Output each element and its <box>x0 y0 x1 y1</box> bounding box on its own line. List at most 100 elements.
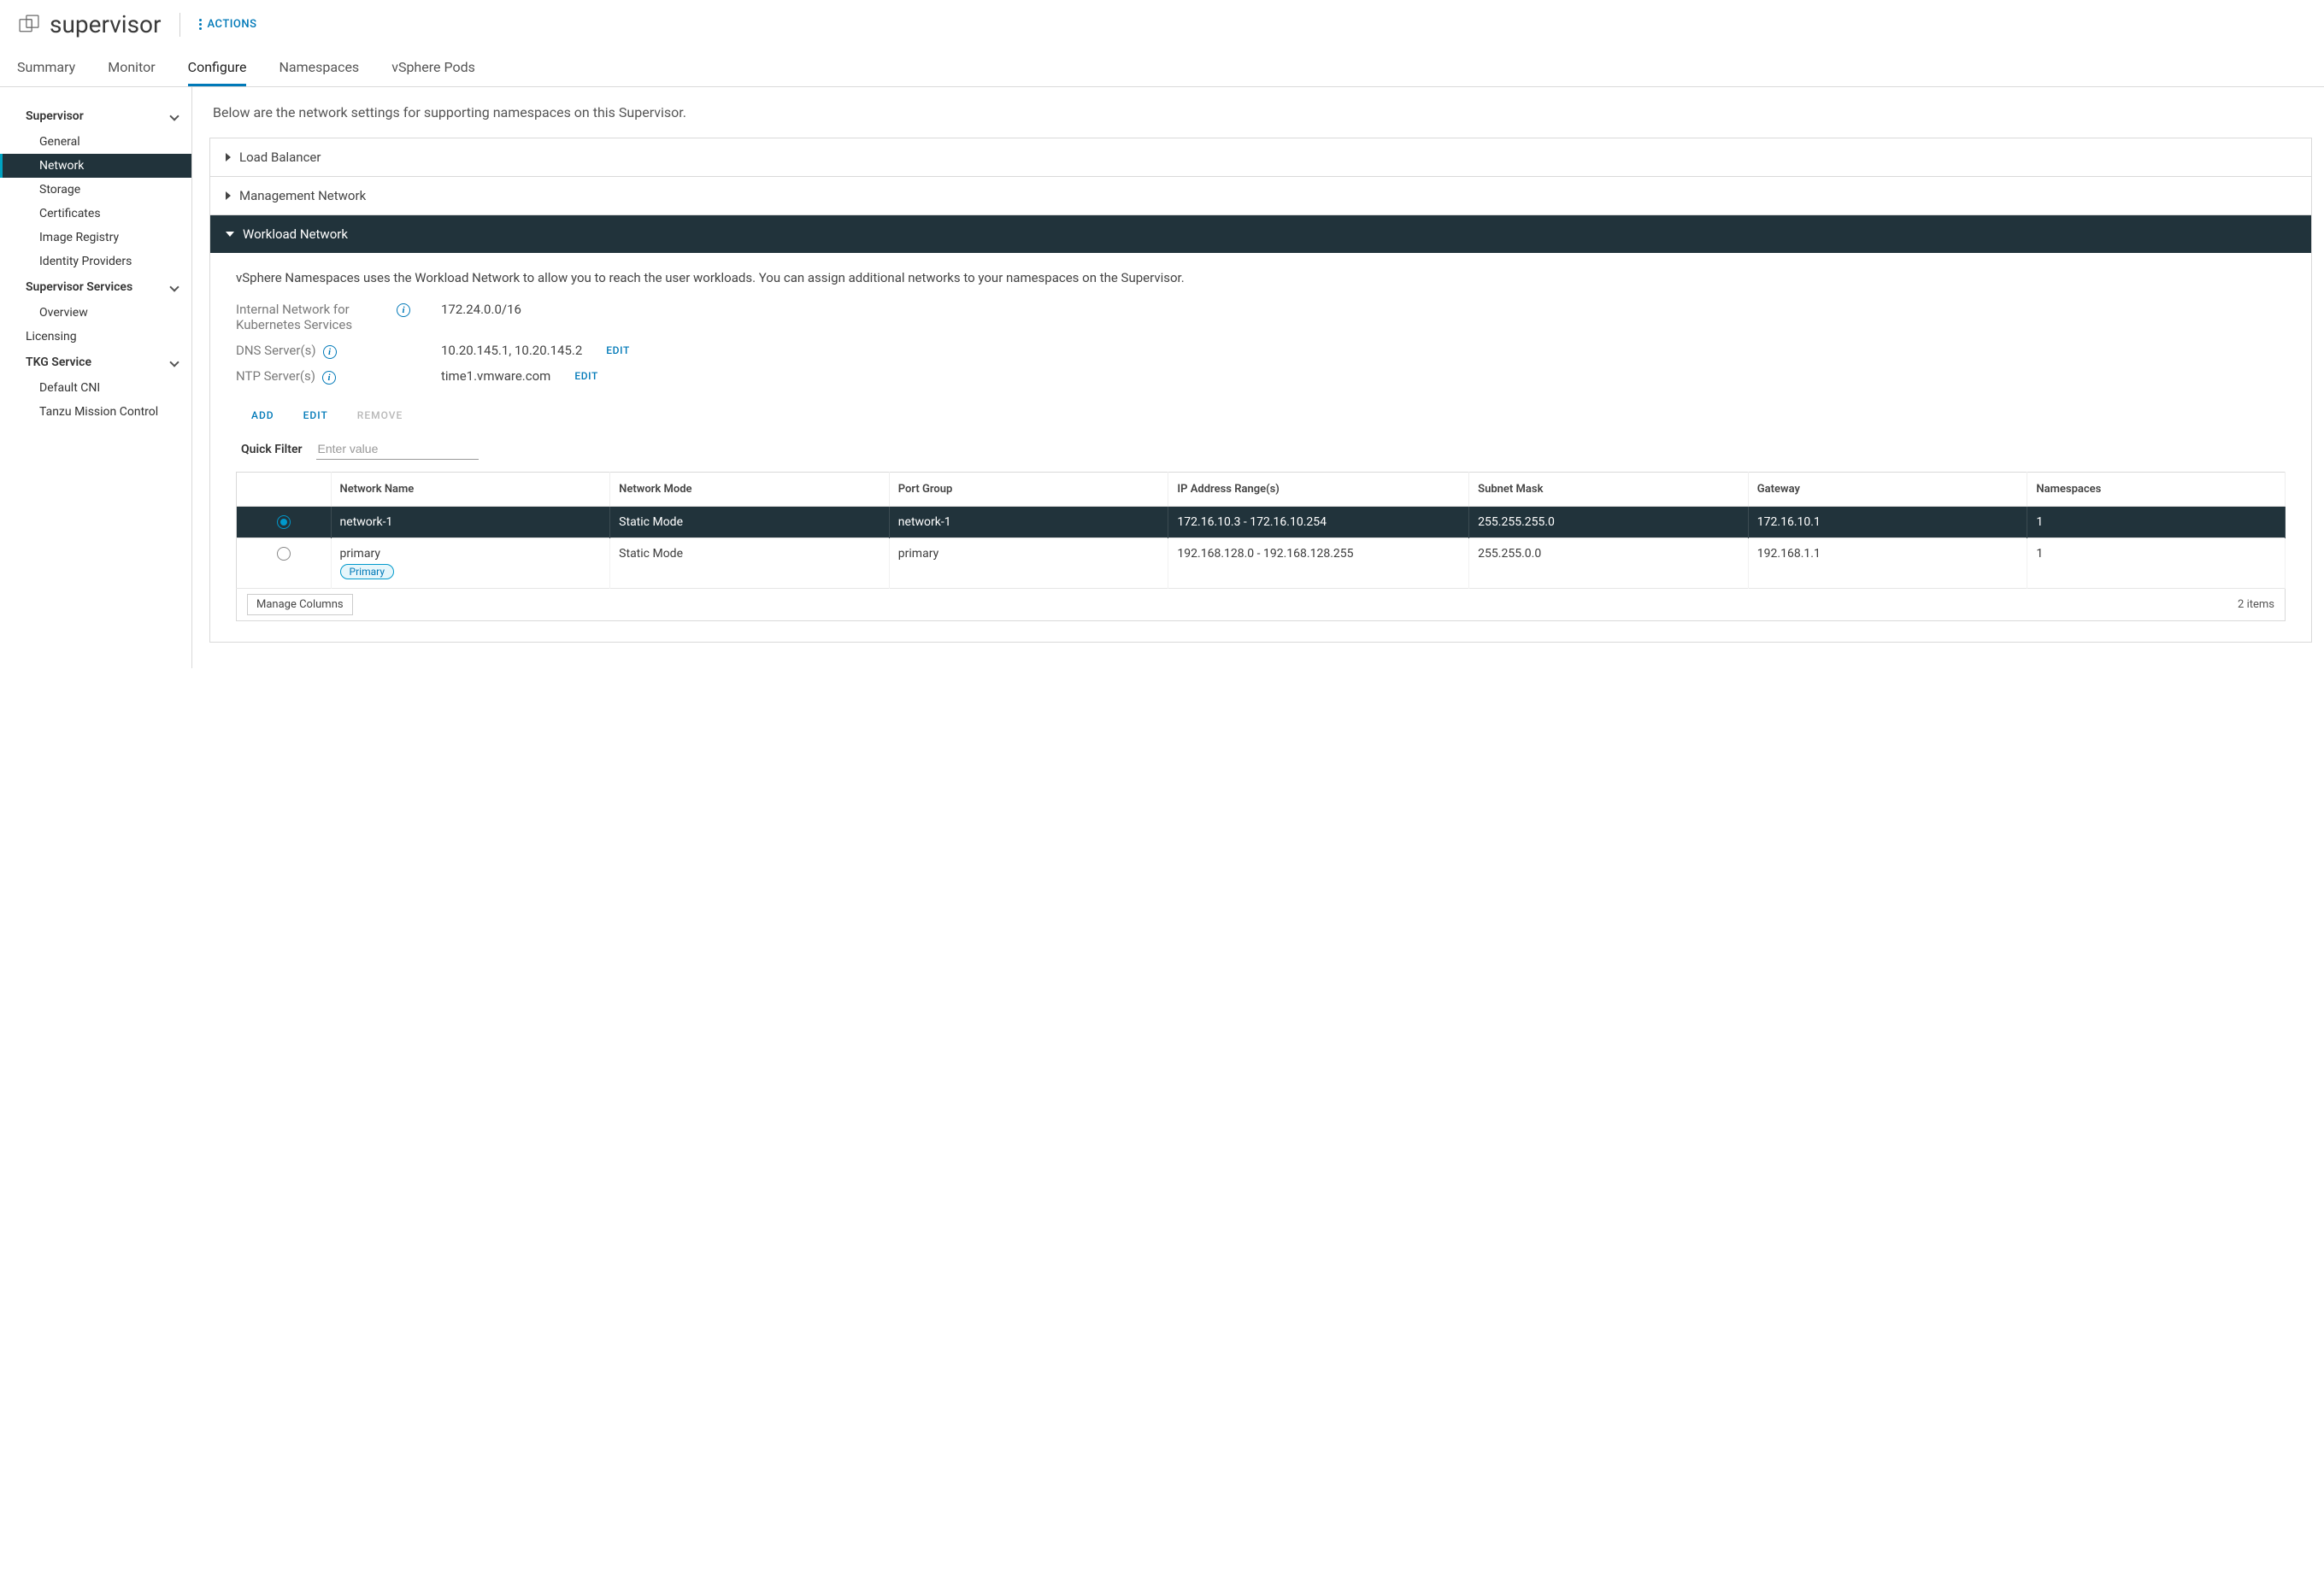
sidebar-item-default-cni[interactable]: Default CNI <box>0 376 191 400</box>
primary-badge: Primary <box>340 564 394 579</box>
sidebar-item-overview[interactable]: Overview <box>0 301 191 325</box>
col-subnet[interactable]: Subnet Mask <box>1469 473 1749 507</box>
main-content: Below are the network settings for suppo… <box>192 87 2324 668</box>
item-count: 2 items <box>2238 598 2274 611</box>
sidebar-group-label: TKG Service <box>26 355 91 369</box>
cell-mode: Static Mode <box>610 507 890 538</box>
sidebar-item-image-registry[interactable]: Image Registry <box>0 226 191 250</box>
info-icon[interactable]: i <box>322 371 336 385</box>
panel-load-balancer: Load Balancer <box>209 138 2312 177</box>
sidebar-item-storage[interactable]: Storage <box>0 178 191 202</box>
cell-subnet: 255.255.255.0 <box>1469 507 1749 538</box>
edit-ntp-button[interactable]: EDIT <box>574 370 598 382</box>
cell-ip-range: 172.16.10.3 - 172.16.10.254 <box>1168 507 1469 538</box>
quick-filter-input[interactable] <box>316 438 479 460</box>
add-button[interactable]: ADD <box>251 409 274 421</box>
nav-tabs: Summary Monitor Configure Namespaces vSp… <box>0 45 2324 87</box>
cell-subnet: 255.255.0.0 <box>1469 538 1749 589</box>
sidebar: Supervisor General Network Storage Certi… <box>0 87 192 668</box>
divider <box>179 13 180 37</box>
caret-right-icon <box>226 191 231 200</box>
brand: supervisor <box>17 10 161 38</box>
cell-port-group: primary <box>889 538 1168 589</box>
field-value: time1.vmware.com EDIT <box>441 368 598 384</box>
intro-text: Below are the network settings for suppo… <box>209 104 2312 120</box>
table-header-row: Network Name Network Mode Port Group IP … <box>237 473 2286 507</box>
field-internal-network: Internal Network for Kubernetes Services… <box>236 297 2286 338</box>
radio-icon <box>277 515 291 529</box>
panel-workload-network: Workload Network vSphere Namespaces uses… <box>209 215 2312 643</box>
sidebar-item-licensing[interactable]: Licensing <box>0 325 191 349</box>
workload-description: vSphere Namespaces uses the Workload Net… <box>236 268 2286 288</box>
sidebar-group-label: Supervisor <box>26 109 84 123</box>
col-gateway[interactable]: Gateway <box>1748 473 2027 507</box>
col-network-mode[interactable]: Network Mode <box>610 473 890 507</box>
panel-header-load-balancer[interactable]: Load Balancer <box>210 138 2311 176</box>
col-ip-range[interactable]: IP Address Range(s) <box>1168 473 1469 507</box>
caret-right-icon <box>226 153 231 162</box>
vertical-dots-icon <box>199 19 202 30</box>
panel-body-workload-network: vSphere Namespaces uses the Workload Net… <box>210 253 2311 642</box>
field-label: DNS Server(s) i <box>236 343 441 358</box>
col-namespaces[interactable]: Namespaces <box>2027 473 2286 507</box>
radio-icon <box>277 547 291 561</box>
sidebar-group-label: Supervisor Services <box>26 280 132 294</box>
sidebar-item-certificates[interactable]: Certificates <box>0 202 191 226</box>
panel-title: Load Balancer <box>239 150 321 165</box>
cell-gateway: 172.16.10.1 <box>1748 507 2027 538</box>
page-header: supervisor ACTIONS <box>0 0 2324 45</box>
edit-dns-button[interactable]: EDIT <box>606 344 630 356</box>
body: Supervisor General Network Storage Certi… <box>0 87 2324 668</box>
cell-namespaces: 1 <box>2027 507 2286 538</box>
tab-namespaces[interactable]: Namespaces <box>279 52 359 86</box>
panel-header-workload-network[interactable]: Workload Network <box>210 215 2311 253</box>
sidebar-group-supervisor[interactable]: Supervisor <box>0 103 191 130</box>
sidebar-item-network[interactable]: Network <box>0 154 191 178</box>
caret-down-icon <box>226 232 234 237</box>
table-row[interactable]: network-1 Static Mode network-1 172.16.1… <box>237 507 2286 538</box>
table-row[interactable]: primary Primary Static Mode primary 192.… <box>237 538 2286 589</box>
tab-monitor[interactable]: Monitor <box>108 52 155 86</box>
remove-button: REMOVE <box>357 409 403 421</box>
table-footer: Manage Columns 2 items <box>236 589 2286 621</box>
quick-filter: Quick Filter <box>236 433 2286 472</box>
col-network-name[interactable]: Network Name <box>331 473 610 507</box>
row-radio[interactable] <box>237 507 332 538</box>
chevron-down-icon <box>169 111 179 120</box>
panel-management-network: Management Network <box>209 177 2312 215</box>
tab-summary[interactable]: Summary <box>17 52 75 86</box>
workload-networks-table: Network Name Network Mode Port Group IP … <box>236 472 2286 589</box>
sidebar-item-tmc[interactable]: Tanzu Mission Control <box>0 400 191 424</box>
col-port-group[interactable]: Port Group <box>889 473 1168 507</box>
cell-mode: Static Mode <box>610 538 890 589</box>
actions-menu[interactable]: ACTIONS <box>199 18 256 31</box>
info-icon[interactable]: i <box>323 345 337 359</box>
supervisor-icon <box>17 13 41 37</box>
sidebar-item-identity-providers[interactable]: Identity Providers <box>0 250 191 273</box>
field-value: 172.24.0.0/16 <box>441 302 521 317</box>
panel-header-management-network[interactable]: Management Network <box>210 177 2311 214</box>
cell-name: primary Primary <box>331 538 610 589</box>
cell-namespaces: 1 <box>2027 538 2286 589</box>
cell-name: network-1 <box>331 507 610 538</box>
tab-configure[interactable]: Configure <box>188 52 247 86</box>
panel-title: Management Network <box>239 188 366 203</box>
cell-gateway: 192.168.1.1 <box>1748 538 2027 589</box>
row-radio[interactable] <box>237 538 332 589</box>
field-ntp-servers: NTP Server(s) i time1.vmware.com EDIT <box>236 363 2286 389</box>
field-value: 10.20.145.1, 10.20.145.2 EDIT <box>441 343 630 358</box>
sidebar-item-general[interactable]: General <box>0 130 191 154</box>
manage-columns-button[interactable]: Manage Columns <box>247 594 353 615</box>
col-radio <box>237 473 332 507</box>
tab-vsphere-pods[interactable]: vSphere Pods <box>391 52 475 86</box>
info-icon[interactable]: i <box>397 303 410 317</box>
cell-ip-range: 192.168.128.0 - 192.168.128.255 <box>1168 538 1469 589</box>
edit-button[interactable]: EDIT <box>303 409 328 421</box>
table-actions: ADD EDIT REMOVE <box>236 389 2286 433</box>
sidebar-group-supervisor-services[interactable]: Supervisor Services <box>0 273 191 301</box>
chevron-down-icon <box>169 357 179 367</box>
field-label: Internal Network for Kubernetes Services… <box>236 302 441 332</box>
quick-filter-label: Quick Filter <box>241 443 303 456</box>
sidebar-group-tkg-service[interactable]: TKG Service <box>0 349 191 376</box>
actions-label: ACTIONS <box>207 18 256 31</box>
